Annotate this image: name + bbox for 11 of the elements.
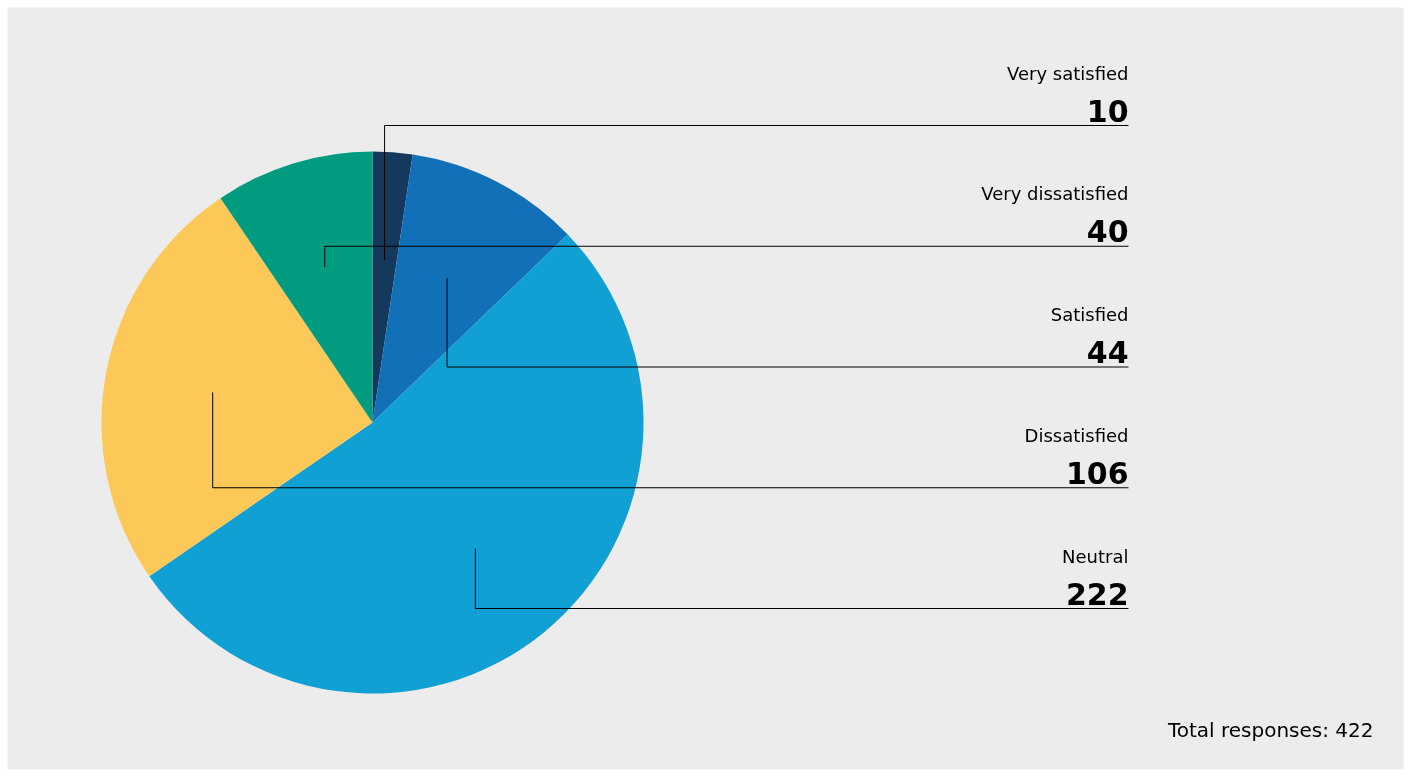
data-label: 222 <box>1065 576 1129 612</box>
slice-label: Very satisfied <box>1007 62 1129 84</box>
data-label: 106 <box>1065 455 1129 491</box>
data-label: 40 <box>1086 214 1129 250</box>
slice-label: Satisfied <box>1050 304 1129 325</box>
slice-label: Neutral <box>1062 545 1129 567</box>
data-label: 44 <box>1086 335 1129 370</box>
text: Total responses: 422 <box>1166 717 1374 742</box>
slice-label: Dissatisfied <box>1024 424 1129 446</box>
slice-label: Very dissatisfied <box>981 183 1129 205</box>
data-label: 10 <box>1086 93 1129 129</box>
